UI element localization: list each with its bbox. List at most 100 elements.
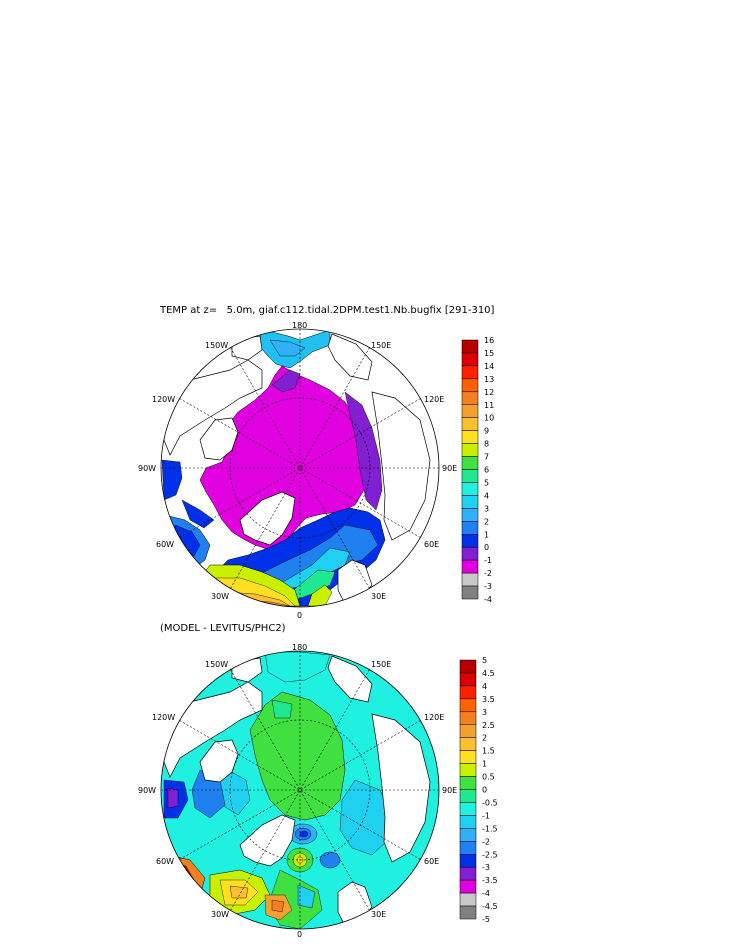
- map1-colorbar-swatch: [461, 585, 479, 600]
- map1-colorbar-label: 7: [484, 453, 489, 462]
- map2-lon-180: 180: [292, 643, 307, 652]
- map2-field: [161, 651, 439, 929]
- map2-colorbar-swatch: [459, 711, 477, 725]
- map2-colorbar-label: -1: [482, 811, 490, 820]
- map1-colorbar-swatch: [461, 391, 479, 405]
- map2-colorbar-label: 1.5: [482, 747, 495, 756]
- map2-colorbar-swatch: [459, 866, 477, 881]
- map1-colorbar-label: 0: [484, 543, 489, 552]
- map2-colorbar-swatch: [459, 802, 477, 816]
- map1-colorbar-swatch: [461, 495, 479, 509]
- map1-colorbar-swatch: [461, 508, 479, 522]
- map2-colorbar-swatch: [459, 828, 477, 842]
- map2-colorbar-swatch: [459, 659, 477, 674]
- map2-colorbar-label: 0.5: [482, 773, 495, 782]
- map1-colorbar-label: 6: [484, 466, 489, 475]
- map2-colorbar-label: -0.5: [482, 798, 498, 807]
- map2-colorbar-label: -3.5: [482, 876, 498, 885]
- map1-colorbar-label: 8: [484, 440, 489, 449]
- map1-colorbar-label: 2: [484, 517, 489, 526]
- map1-lon-180: 180: [292, 321, 307, 330]
- map1-lon-30w: 30W: [211, 592, 229, 601]
- map1-colorbar-swatch: [461, 469, 479, 483]
- map1-colorbar-label: 16: [484, 336, 494, 345]
- map2-lon-30e: 30E: [371, 910, 386, 919]
- map2-colorbar-swatch: [459, 737, 477, 751]
- map1-colorbar-swatch: [461, 559, 479, 574]
- map1-lon-0: 0: [297, 611, 302, 620]
- map1-colorbar-label: 4: [484, 491, 489, 500]
- map1-title: TEMP at z= 5.0m, giaf.c112.tidal.2DPM.te…: [160, 305, 495, 316]
- map2-colorbar-label: 3: [482, 708, 487, 717]
- map2-lon-30w: 30W: [211, 910, 229, 919]
- map1-colorbar-label: 9: [484, 427, 489, 436]
- map1-colorbar-swatch: [461, 443, 479, 457]
- map1-colorbar-label: 10: [484, 414, 494, 423]
- map1-colorbar-label: 11: [484, 401, 494, 410]
- map1-colorbar-swatch: [461, 352, 479, 367]
- map1-colorbar-label: -2: [484, 569, 492, 578]
- map2-colorbar-swatch: [459, 789, 477, 803]
- map1-colorbar-swatch: [461, 378, 479, 393]
- map1-lon-150w: 150W: [205, 341, 228, 350]
- map2-colorbar-swatch: [459, 892, 477, 907]
- map2-colorbar-swatch: [459, 815, 477, 829]
- map1-graticule: [161, 329, 439, 607]
- map2-colorbar-swatch: [459, 776, 477, 790]
- map1-colorbar-swatch: [461, 546, 479, 561]
- map1-colorbar-label: -1: [484, 556, 492, 565]
- map1-lon-60w: 60W: [156, 540, 174, 549]
- map2-lon-0: 0: [297, 930, 302, 939]
- map2-lon-120w: 120W: [152, 713, 175, 722]
- map1-lon-60e: 60E: [424, 540, 439, 549]
- map1-colorbar-swatch: [461, 430, 479, 444]
- map1-colorbar-label: 13: [484, 375, 494, 384]
- map2-colorbar-swatch: [459, 763, 477, 777]
- map2-lon-90e: 90E: [442, 786, 457, 795]
- map2-colorbar-label: -5: [482, 915, 490, 924]
- map1-lon-120e: 120E: [424, 395, 444, 404]
- map1-lon-120w: 120W: [152, 395, 175, 404]
- map2-title: (MODEL - LEVITUS/PHC2): [160, 623, 286, 634]
- map2-colorbar-label: 5: [482, 656, 487, 665]
- map1-lon-90e: 90E: [442, 464, 457, 473]
- map2-colorbar-label: -4: [482, 889, 490, 898]
- map2-lon-60e: 60E: [424, 857, 439, 866]
- map1-colorbar-label: 5: [484, 478, 489, 487]
- map2-lon-90w: 90W: [138, 786, 156, 795]
- map1-colorbar-label: -3: [484, 582, 492, 591]
- map1-colorbar-label: 1: [484, 530, 489, 539]
- map1-lon-30e: 30E: [371, 592, 386, 601]
- map2-colorbar-label: -4.5: [482, 902, 498, 911]
- map2-colorbar-label: 4: [482, 682, 487, 691]
- map1-field: [161, 329, 431, 607]
- map2-colorbar-label: 2.5: [482, 721, 495, 730]
- map2-lon-150w: 150W: [205, 660, 228, 669]
- map1-colorbar-swatch: [461, 339, 479, 354]
- map2-lon-60w: 60W: [156, 857, 174, 866]
- map1-lon-150e: 150E: [371, 341, 391, 350]
- map1-colorbar-label: 15: [484, 349, 494, 358]
- map2-colorbar-swatch: [459, 750, 477, 764]
- map2-colorbar-label: 0: [482, 786, 487, 795]
- map1-colorbar-swatch: [461, 404, 479, 418]
- map2-lon-120e: 120E: [424, 713, 444, 722]
- map2-colorbar-swatch: [459, 905, 477, 920]
- map2-colorbar-label: 4.5: [482, 669, 495, 678]
- map1-colorbar-swatch: [461, 456, 479, 470]
- map2-colorbar-label: -2: [482, 837, 490, 846]
- map1-colorbar-swatch: [461, 521, 479, 535]
- map2-colorbar-swatch: [459, 841, 477, 855]
- map2-colorbar-label: 3.5: [482, 695, 495, 704]
- map2-graticule: [161, 651, 439, 929]
- map2-colorbar-swatch: [459, 672, 477, 687]
- map2-colorbar-swatch: [459, 685, 477, 700]
- map2-colorbar-swatch: [459, 698, 477, 713]
- map2-colorbar-label: -1.5: [482, 824, 498, 833]
- map1-colorbar-swatch: [461, 417, 479, 431]
- map1-colorbar-swatch: [461, 534, 479, 548]
- map2-lon-150e: 150E: [371, 660, 391, 669]
- map2-colorbar-swatch: [459, 854, 477, 868]
